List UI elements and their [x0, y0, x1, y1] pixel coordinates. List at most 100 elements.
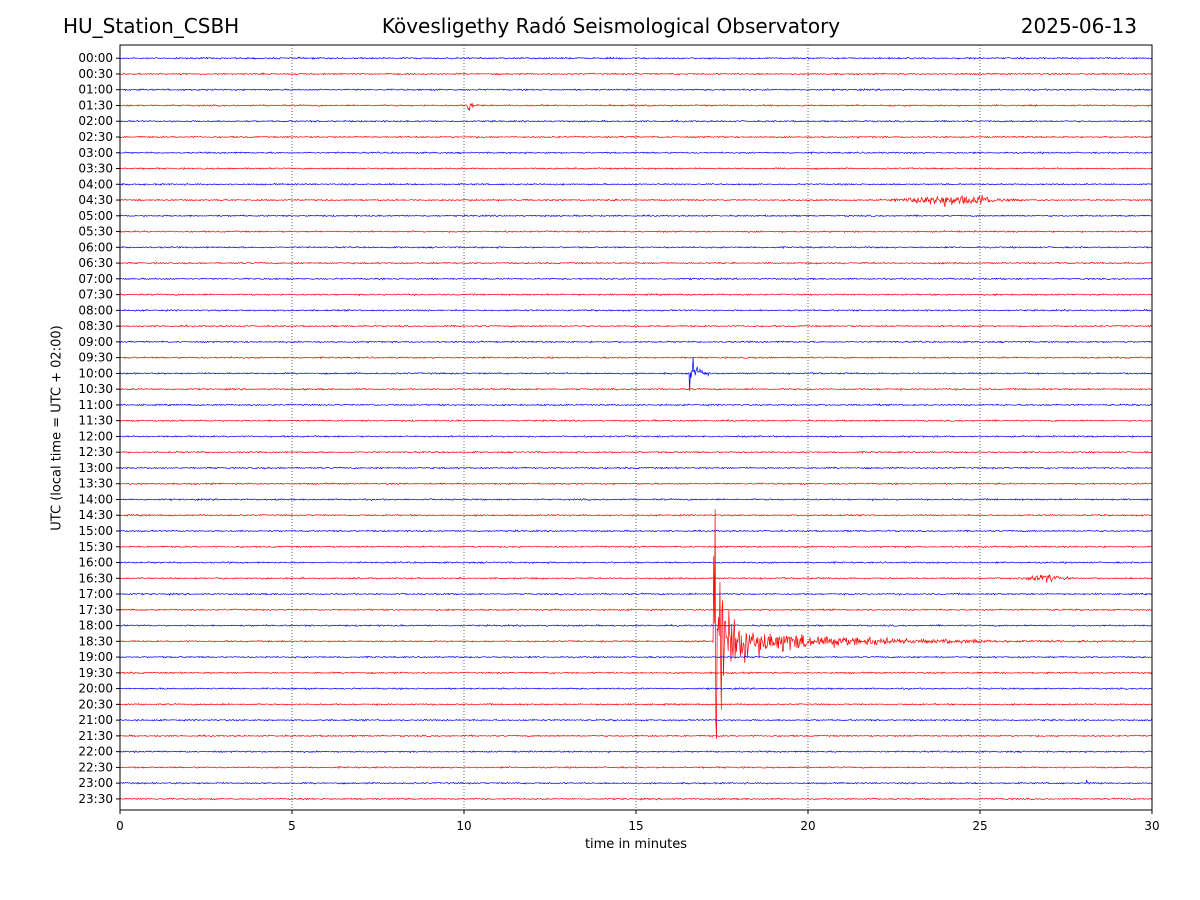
- trace-07-00: [120, 277, 1152, 281]
- trace-22-30: [120, 765, 1152, 770]
- y-axis-label: UTC (local time = UTC + 02:00): [49, 325, 65, 531]
- trace-17-00: [120, 592, 1152, 596]
- y-tick-label: 22:30: [78, 760, 113, 774]
- trace-11-30: [120, 418, 1152, 423]
- trace-00-00: [120, 56, 1152, 60]
- trace-19-30: [120, 671, 1152, 675]
- trace-18-00: [120, 623, 1152, 628]
- trace-16-30: [120, 574, 1152, 583]
- y-tick-label: 12:30: [78, 445, 113, 459]
- y-tick-label: 17:00: [78, 587, 113, 601]
- trace-08-30: [120, 324, 1152, 328]
- x-tick-label: 20: [800, 819, 815, 833]
- trace-20-00: [120, 686, 1152, 691]
- y-tick-label: 01:00: [78, 83, 113, 97]
- trace-13-30: [120, 482, 1152, 486]
- chart-title: Kövesligethy Radó Seismological Observat…: [381, 14, 841, 38]
- trace-03-30: [120, 166, 1152, 171]
- y-tick-label: 15:30: [78, 540, 113, 554]
- trace-05-30: [120, 229, 1152, 234]
- trace-14-30: [120, 513, 1152, 517]
- y-tick-label: 10:30: [78, 382, 113, 396]
- y-tick-label: 22:00: [78, 745, 113, 759]
- y-tick-label: 16:00: [78, 556, 113, 570]
- y-tick-label: 04:30: [78, 193, 113, 207]
- y-tick-label: 12:00: [78, 429, 113, 443]
- x-tick-label: 25: [972, 819, 987, 833]
- trace-22-00: [120, 749, 1152, 754]
- trace-13-00: [120, 466, 1152, 470]
- trace-08-00: [120, 308, 1152, 313]
- y-tick-label: 13:00: [78, 461, 113, 475]
- y-tick-label: 13:30: [78, 477, 113, 491]
- trace-09-30: [120, 356, 1152, 360]
- y-tick-label: 21:00: [78, 713, 113, 727]
- trace-21-30: [120, 734, 1152, 738]
- trace-00-30: [120, 72, 1152, 76]
- x-tick-label: 15: [628, 819, 643, 833]
- trace-06-30: [120, 261, 1152, 265]
- trace-23-30: [120, 797, 1152, 801]
- x-tick-label: 0: [116, 819, 124, 833]
- trace-18-30: [120, 509, 1152, 740]
- y-tick-label: 03:30: [78, 162, 113, 176]
- chart-date: 2025-06-13: [1020, 14, 1137, 38]
- y-tick-label: 08:30: [78, 319, 113, 333]
- trace-01-00: [120, 88, 1152, 92]
- trace-04-30: [120, 194, 1152, 207]
- y-tick-label: 14:00: [78, 492, 113, 506]
- y-tick-label: 02:30: [78, 130, 113, 144]
- x-axis-label: time in minutes: [584, 837, 688, 852]
- x-tick-label: 10: [456, 819, 471, 833]
- trace-05-00: [120, 214, 1152, 218]
- y-tick-label: 15:00: [78, 524, 113, 538]
- y-tick-label: 23:30: [78, 792, 113, 806]
- y-tick-label: 01:30: [78, 98, 113, 112]
- y-tick-label: 14:30: [78, 508, 113, 522]
- trace-12-00: [120, 434, 1152, 439]
- trace-02-00: [120, 119, 1152, 123]
- y-tick-label: 05:00: [78, 209, 113, 223]
- y-tick-label: 17:30: [78, 603, 113, 617]
- trace-03-00: [120, 151, 1152, 155]
- y-tick-label: 20:30: [78, 697, 113, 711]
- trace-01-30: [120, 102, 1152, 111]
- y-tick-label: 19:30: [78, 666, 113, 680]
- trace-14-00: [120, 497, 1152, 502]
- trace-15-30: [120, 545, 1152, 549]
- y-tick-label: 06:00: [78, 240, 113, 254]
- y-tick-label: 23:00: [78, 776, 113, 790]
- trace-06-00: [120, 245, 1152, 250]
- y-tick-label: 07:00: [78, 272, 113, 286]
- y-tick-label: 02:00: [78, 114, 113, 128]
- y-tick-label: 05:30: [78, 225, 113, 239]
- trace-09-00: [120, 340, 1152, 344]
- y-tick-label: 09:30: [78, 351, 113, 365]
- trace-04-00: [120, 182, 1152, 186]
- trace-group: [120, 56, 1152, 801]
- trace-11-00: [120, 403, 1152, 407]
- y-tick-label: 20:00: [78, 682, 113, 696]
- trace-17-30: [120, 608, 1152, 612]
- y-tick-label: 21:30: [78, 729, 113, 743]
- y-tick-label: 19:00: [78, 650, 113, 664]
- y-tick-label: 18:30: [78, 634, 113, 648]
- trace-16-00: [120, 560, 1152, 565]
- y-tick-label: 03:00: [78, 146, 113, 160]
- y-tick-label: 06:30: [78, 256, 113, 270]
- station-name: HU_Station_CSBH: [63, 14, 240, 38]
- trace-12-30: [120, 450, 1152, 455]
- x-tick-label: 30: [1144, 819, 1159, 833]
- y-tick-label: 00:00: [78, 51, 113, 65]
- trace-19-00: [120, 655, 1152, 659]
- y-tick-label: 08:00: [78, 303, 113, 317]
- y-tick-label: 11:00: [78, 398, 113, 412]
- x-tick-label: 5: [288, 819, 296, 833]
- trace-23-00: [120, 779, 1152, 785]
- y-tick-label: 16:30: [78, 571, 113, 585]
- y-tick-label: 00:30: [78, 67, 113, 81]
- y-tick-label: 09:00: [78, 335, 113, 349]
- trace-20-30: [120, 702, 1152, 707]
- y-tick-label: 04:00: [78, 177, 113, 191]
